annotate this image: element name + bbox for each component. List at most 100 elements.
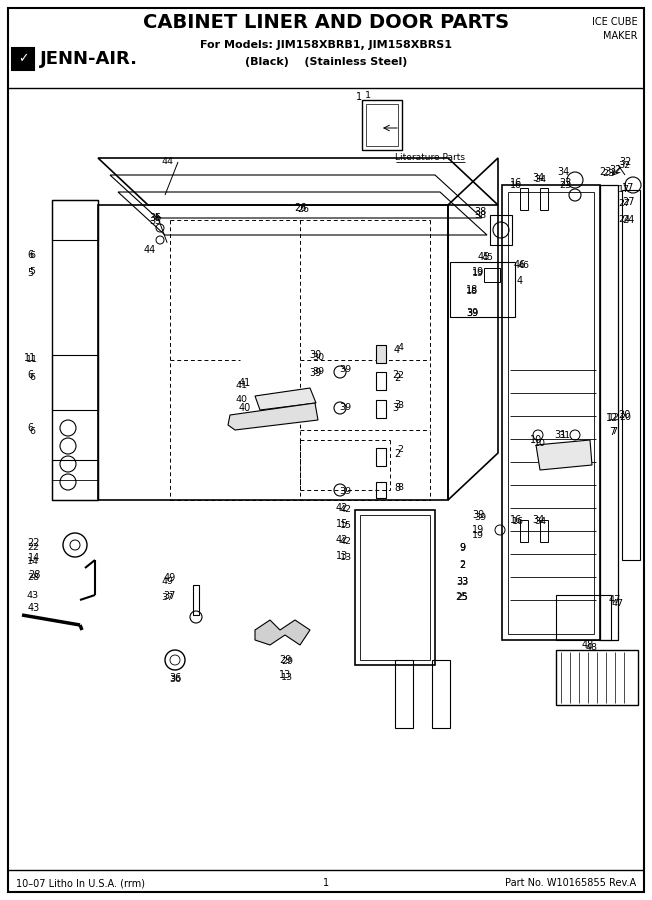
Polygon shape [536, 440, 592, 470]
Text: 25: 25 [456, 592, 468, 601]
Bar [362, 100, 402, 150]
Bar [508, 192, 594, 634]
Text: JENN-AIR.: JENN-AIR. [40, 50, 138, 68]
Text: 39: 39 [339, 365, 351, 374]
Text: 48: 48 [582, 640, 594, 650]
Text: 6: 6 [29, 428, 35, 436]
Text: 16: 16 [510, 181, 522, 190]
Text: 32: 32 [610, 165, 622, 175]
Text: 33: 33 [456, 577, 468, 587]
Text: 29: 29 [279, 655, 291, 665]
Text: ICE CUBE: ICE CUBE [593, 17, 638, 27]
Text: 41: 41 [236, 381, 248, 390]
Text: 47: 47 [609, 595, 621, 605]
Text: 1: 1 [356, 92, 362, 102]
Text: 11: 11 [26, 356, 38, 364]
Text: 4: 4 [397, 344, 403, 353]
Text: 6: 6 [27, 423, 33, 433]
Bar [556, 650, 638, 705]
Text: 2: 2 [392, 370, 398, 380]
Bar [360, 515, 430, 660]
Text: 3: 3 [397, 400, 403, 410]
Text: 9: 9 [459, 543, 465, 553]
Text: 32: 32 [619, 157, 631, 167]
Text: 5: 5 [29, 267, 35, 276]
Text: 6: 6 [27, 250, 33, 260]
Text: 37: 37 [161, 593, 173, 602]
Text: 34: 34 [557, 167, 569, 177]
Text: 26: 26 [297, 205, 309, 214]
Polygon shape [228, 403, 318, 430]
Bar [366, 104, 398, 146]
Text: 19: 19 [472, 267, 484, 277]
Bar [52, 460, 98, 500]
Text: 7: 7 [611, 428, 617, 436]
Text: 39: 39 [339, 403, 351, 412]
Text: 43: 43 [28, 603, 40, 613]
Bar [520, 188, 528, 210]
Text: 45: 45 [481, 254, 493, 263]
Text: 23: 23 [559, 181, 571, 190]
Text: 11: 11 [24, 353, 36, 363]
Text: 46: 46 [517, 262, 529, 271]
Text: 34: 34 [534, 176, 546, 184]
Text: 17: 17 [618, 185, 630, 194]
Text: 44: 44 [161, 158, 173, 166]
Text: 9: 9 [459, 544, 465, 553]
Text: 2: 2 [397, 446, 403, 454]
Text: 13: 13 [281, 672, 293, 681]
Bar [355, 510, 435, 665]
Bar [193, 585, 199, 615]
Text: Part No. W10165855 Rev.A: Part No. W10165855 Rev.A [505, 878, 636, 888]
Text: 34: 34 [532, 173, 544, 183]
Text: 16: 16 [510, 515, 522, 525]
Text: 4: 4 [394, 345, 400, 355]
Text: 13: 13 [340, 554, 352, 562]
Text: 39: 39 [472, 510, 484, 520]
Text: 33: 33 [456, 578, 468, 587]
Text: Literature Parts: Literature Parts [395, 152, 465, 161]
Text: 27: 27 [618, 200, 630, 209]
Text: 27: 27 [622, 197, 634, 207]
Text: 10–07 Litho In U.S.A. (rrm): 10–07 Litho In U.S.A. (rrm) [16, 878, 145, 888]
Text: 2: 2 [397, 371, 403, 380]
Text: 13: 13 [336, 551, 348, 561]
Text: 39: 39 [312, 367, 324, 376]
Text: 42: 42 [336, 535, 348, 545]
Text: 2: 2 [394, 449, 400, 459]
Text: (Black)    (Stainless Steel): (Black) (Stainless Steel) [244, 57, 408, 67]
Text: 15: 15 [336, 519, 348, 529]
Bar [540, 188, 548, 210]
Text: 36: 36 [169, 676, 181, 685]
Text: CABINET LINER AND DOOR PARTS: CABINET LINER AND DOOR PARTS [143, 13, 509, 32]
Bar [600, 185, 618, 640]
Text: For Models: JIM158XBRB1, JIM158XBRS1: For Models: JIM158XBRB1, JIM158XBRS1 [200, 40, 452, 50]
Bar [376, 400, 386, 418]
Text: 34: 34 [534, 518, 546, 526]
Text: 3: 3 [392, 403, 398, 413]
Text: 18: 18 [466, 285, 478, 295]
Text: 47: 47 [611, 599, 623, 608]
Text: 35: 35 [149, 213, 161, 223]
Bar [520, 520, 528, 542]
Text: 2: 2 [459, 560, 465, 570]
Bar [376, 482, 386, 498]
Text: 46: 46 [514, 260, 526, 270]
Text: 19: 19 [472, 525, 484, 535]
Text: 26: 26 [294, 203, 306, 213]
Text: 20: 20 [619, 413, 631, 422]
Text: 24: 24 [618, 215, 630, 224]
Text: 28: 28 [27, 573, 39, 582]
Text: 30: 30 [309, 350, 321, 360]
Text: 6: 6 [29, 250, 35, 259]
Text: 39: 39 [309, 368, 321, 378]
Text: 29: 29 [281, 658, 293, 667]
Text: 31: 31 [554, 430, 566, 440]
Text: 36: 36 [169, 673, 181, 683]
Text: 19: 19 [472, 530, 484, 539]
Text: 48: 48 [586, 644, 598, 652]
Text: 22: 22 [28, 538, 40, 548]
Text: 24: 24 [622, 215, 634, 225]
Text: 32: 32 [618, 160, 630, 169]
Text: 13: 13 [279, 670, 291, 680]
